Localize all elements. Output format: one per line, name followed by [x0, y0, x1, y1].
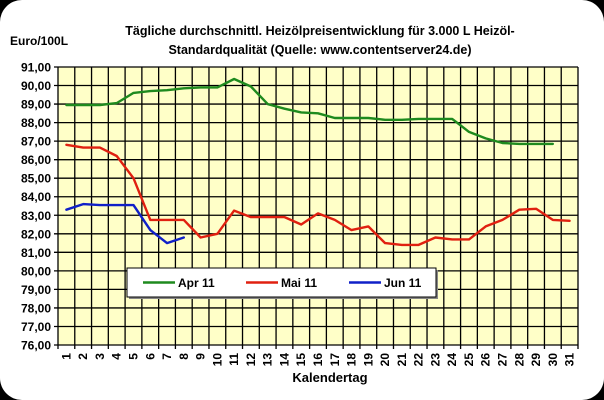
x-tick-label: 8	[177, 353, 191, 360]
legend-label: Mai 11	[281, 276, 317, 290]
x-tick-label: 5	[126, 353, 140, 360]
y-tick-label: 80,00	[21, 264, 51, 278]
x-tick-label: 2	[76, 353, 90, 360]
x-tick-label: 28	[512, 353, 526, 367]
y-tick-label: 79,00	[21, 283, 51, 297]
y-tick-label: 76,00	[21, 339, 51, 353]
x-tick-label: 17	[328, 353, 342, 367]
x-tick-label: 26	[479, 353, 493, 367]
x-tick-label: 29	[529, 353, 543, 367]
x-tick-label: 27	[496, 353, 510, 367]
chart-title-line-2: Standardqualität (Quelle: www.contentser…	[168, 43, 472, 57]
y-tick-label: 77,00	[21, 320, 51, 334]
y-tick-label: 91,00	[21, 61, 51, 75]
x-tick-label: 31	[563, 353, 577, 367]
x-tick-label: 7	[160, 353, 174, 360]
x-tick-label: 4	[110, 353, 124, 360]
x-tick-label: 3	[93, 353, 107, 360]
x-tick-label: 30	[546, 353, 560, 367]
legend-label: Apr 11	[178, 276, 215, 290]
x-tick-label: 14	[277, 353, 291, 367]
chart-title-line-1: Tägliche durchschnittl. Heizölpreisentwi…	[125, 24, 515, 38]
chart-title: Tägliche durchschnittl. Heizölpreisentwi…	[70, 22, 570, 60]
x-tick-label: 18	[345, 353, 359, 367]
y-tick-label: 86,00	[21, 153, 51, 167]
y-tick-label: 85,00	[21, 172, 51, 186]
series-line-mai-11	[65, 143, 571, 247]
y-tick-label: 81,00	[21, 246, 51, 260]
x-tick-label: 9	[194, 353, 208, 360]
y-tick-label: 89,00	[21, 98, 51, 112]
y-tick-label: 83,00	[21, 209, 51, 223]
x-tick-label: 13	[261, 353, 275, 367]
series-line-apr-11	[65, 77, 554, 146]
x-tick-label: 15	[294, 353, 308, 367]
x-tick-label: 11	[227, 353, 241, 366]
x-tick-label: 21	[395, 353, 409, 367]
y-axis-unit-label: Euro/100L	[10, 34, 69, 48]
x-tick-label: 20	[378, 353, 392, 367]
series-line-jun-11	[65, 202, 186, 245]
x-tick-label: 6	[143, 353, 157, 360]
y-tick-label: 78,00	[21, 301, 51, 315]
y-tick-label: 90,00	[21, 79, 51, 93]
legend-label: Jun 11	[384, 276, 422, 290]
y-tick-label: 84,00	[21, 190, 51, 204]
y-tick-label: 88,00	[21, 116, 51, 130]
x-tick-label: 19	[361, 353, 375, 367]
x-tick-label: 23	[428, 353, 442, 367]
x-tick-label: 24	[445, 353, 459, 367]
x-tick-label: 16	[311, 353, 325, 367]
y-tick-label: 87,00	[21, 135, 51, 149]
x-tick-label: 25	[462, 353, 476, 367]
legend-box	[126, 267, 437, 298]
x-tick-label: 10	[210, 353, 224, 367]
plot-area	[58, 67, 578, 345]
x-axis-label: Kalendertag	[292, 370, 368, 385]
y-tick-label: 82,00	[21, 227, 51, 241]
x-tick-label: 22	[412, 353, 426, 367]
x-tick-label: 12	[244, 353, 258, 367]
x-tick-label: 1	[59, 353, 73, 360]
